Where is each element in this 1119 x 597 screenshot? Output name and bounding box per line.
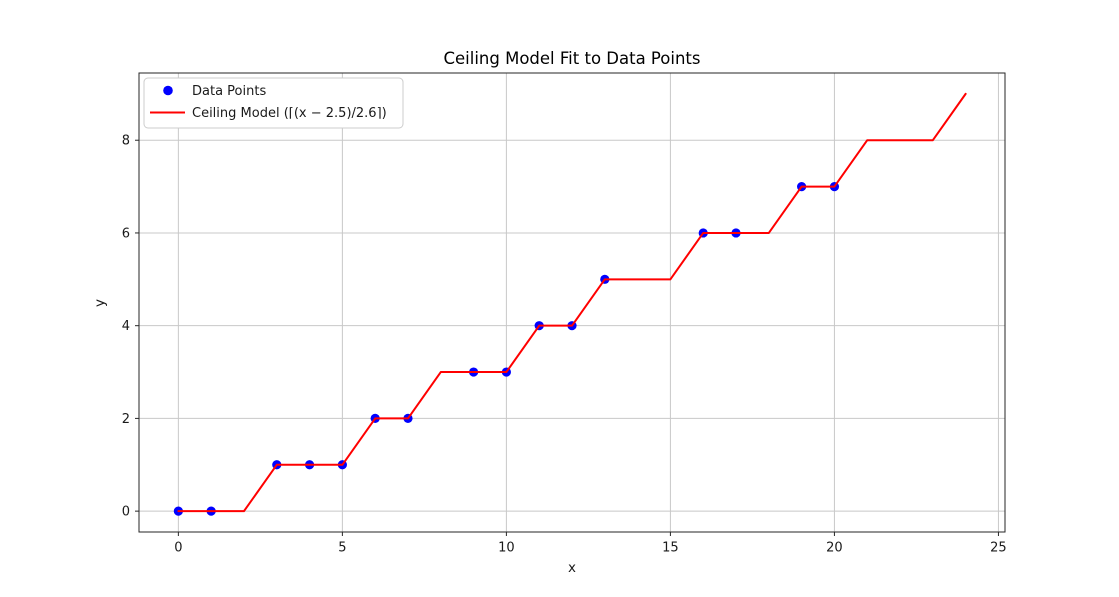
y-tick-label: 0: [122, 505, 130, 520]
legend-label-data-points: Data Points: [192, 84, 266, 99]
plot-border: [138, 72, 1006, 533]
x-tick-label: 10: [498, 541, 515, 556]
y-tick-label: 2: [122, 412, 130, 427]
tick-layer: 0 5 10 15 20 25 0 2 4 6 8: [122, 134, 1007, 556]
x-tick-label: 5: [338, 541, 346, 556]
legend-box: [143, 77, 404, 129]
y-tick-label: 8: [122, 134, 130, 149]
plot-area: [139, 73, 1005, 532]
legend-marker-data-points: [163, 85, 173, 96]
x-axis-label: x: [568, 560, 576, 576]
series-layer: [173, 92, 967, 516]
legend: Data Points Ceiling Model (⌈(x − 2.5)/2.…: [143, 77, 404, 129]
model-line: [177, 92, 967, 513]
chart-title: Ceiling Model Fit to Data Points: [444, 49, 701, 68]
x-tick-label: 15: [662, 541, 679, 556]
y-tick-label: 6: [122, 226, 130, 241]
y-tick-label: 4: [122, 319, 130, 334]
y-axis-label: y: [92, 299, 108, 307]
x-tick-label: 20: [826, 541, 843, 556]
x-tick-label: 25: [990, 541, 1007, 556]
legend-label-ceiling-model: Ceiling Model (⌈(x − 2.5)/2.6⌉): [192, 106, 387, 121]
x-tick-label: 0: [174, 541, 182, 556]
